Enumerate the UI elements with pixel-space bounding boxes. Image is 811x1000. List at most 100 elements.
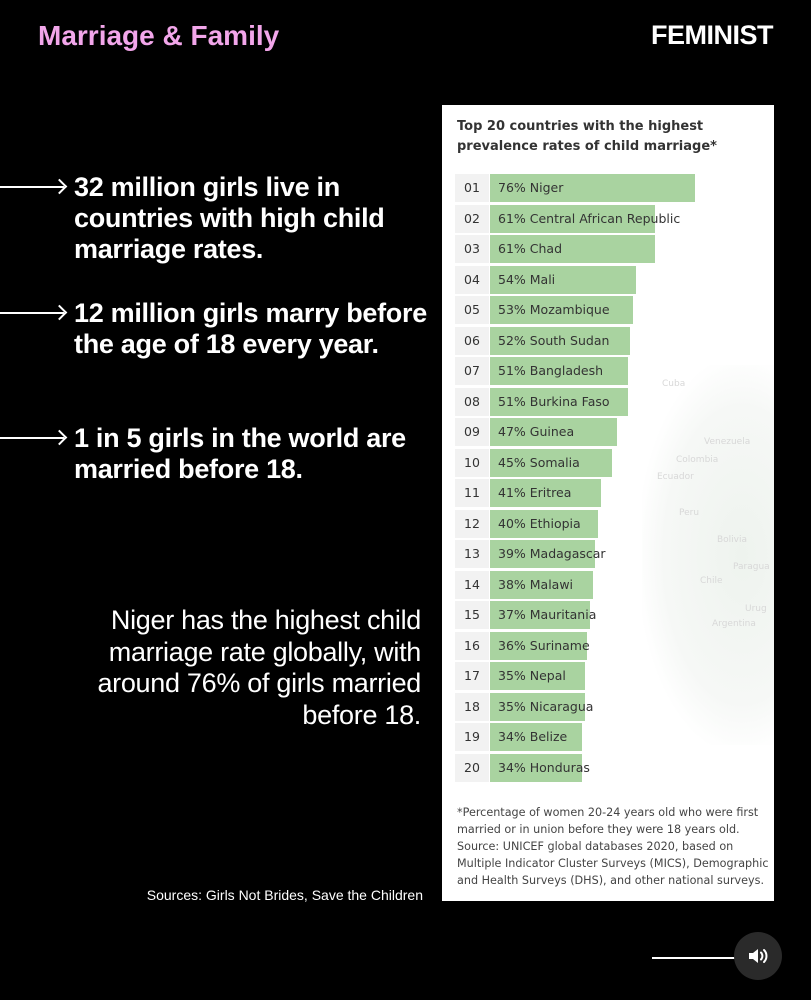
map-label: Ecuador: [657, 472, 694, 482]
bar-label: 45% Somalia: [498, 454, 580, 470]
rank-label: 06: [455, 326, 489, 355]
bar-label: 35% Nicaragua: [498, 698, 594, 714]
bar-row: 03 61% Chad: [455, 235, 774, 263]
bar-row: 04 54% Mali: [455, 265, 774, 294]
bar-row: 07 51% Bangladesh: [455, 357, 774, 385]
bar-row: 11 41% Eritrea: [455, 479, 774, 507]
arrow-right-icon: [0, 437, 64, 439]
rank-label: 01: [455, 174, 489, 202]
rank-label: 15: [455, 601, 489, 629]
bar: [490, 357, 628, 385]
rank-label: 19: [455, 723, 489, 751]
bar-row: 13 39% Madagascar: [455, 540, 774, 568]
rank-label: 16: [455, 631, 489, 660]
bar-label: 35% Nepal: [498, 668, 566, 683]
bar: [490, 540, 596, 568]
bar: [490, 692, 585, 721]
bar-row: 10 45% Somalia: [455, 448, 774, 477]
rank-label: 12: [455, 509, 489, 538]
bar: [490, 723, 582, 751]
rank-label: 11: [455, 479, 489, 507]
rank-label: 14: [455, 570, 489, 599]
map-label: Urug: [745, 604, 767, 614]
bar: [490, 296, 634, 324]
bar-label: 61% Chad: [498, 241, 563, 256]
arrow-right-icon: [0, 312, 64, 314]
map-label: Colombia: [676, 455, 719, 465]
bar: [490, 753, 582, 782]
rank-label: 08: [455, 387, 489, 416]
bar: [490, 631, 588, 660]
niger-paragraph: Niger has the highest child marriage rat…: [97, 605, 421, 730]
bar-label: 51% Burkina Faso: [498, 393, 610, 409]
bar-row: 19 34% Belize: [455, 723, 774, 751]
rank-label: 17: [455, 662, 489, 690]
chart-footnote: *Percentage of women 20-24 years old who…: [457, 806, 769, 887]
map-label: Cuba: [662, 379, 686, 389]
chart-title: Top 20 countries with the highest preval…: [457, 119, 717, 154]
bar: [490, 174, 696, 202]
bar: [490, 204, 655, 233]
fact-text: 1 in 5 girls in the world are married be…: [74, 423, 406, 484]
bar: [490, 479, 601, 507]
map-label: Venezuela: [704, 437, 751, 447]
bar-row: 01 76% Niger: [455, 174, 774, 202]
bar-label: 47% Guinea: [498, 424, 575, 439]
bar: [490, 265, 636, 294]
bar-row: 12 40% Ethiopia: [455, 509, 774, 538]
bar-label: 38% Malawi: [498, 576, 574, 592]
speaker-icon: [749, 949, 768, 963]
bar-label: 40% Ethiopia: [498, 515, 581, 531]
section-title: Marriage & Family: [38, 20, 280, 51]
fact-text: 32 million girls live in countries with …: [74, 172, 385, 264]
bar-row: 20 34% Honduras: [455, 753, 774, 782]
rank-label: 18: [455, 692, 489, 721]
sound-button[interactable]: [734, 932, 782, 980]
rank-label: 07: [455, 357, 489, 385]
bar-row: 08 51% Burkina Faso: [455, 387, 774, 416]
rank-label: 02: [455, 204, 489, 233]
map-label: Chile: [700, 576, 723, 586]
bar: [490, 509, 598, 538]
map-background: [642, 365, 774, 745]
bar-label: 53% Mozambique: [498, 302, 610, 317]
brand-logo: FEMINIST: [651, 20, 774, 50]
bar-label: 36% Suriname: [498, 637, 590, 653]
rank-label: 03: [455, 235, 489, 263]
bar-row: 15 37% Mauritania: [455, 601, 774, 629]
bar: [490, 601, 590, 629]
rank-label: 20: [455, 753, 489, 782]
bar-row: 17 35% Nepal: [455, 662, 774, 690]
bar-row: 14 38% Malawi: [455, 570, 774, 599]
bar-row: 05 53% Mozambique: [455, 296, 774, 324]
fact-text: 12 million girls marry before the age of…: [74, 298, 427, 359]
chart-panel: Cuba Venezuela Colombia Ecuador Peru Bol…: [442, 105, 774, 901]
bar: [490, 387, 628, 416]
arrow-right-icon: [0, 186, 64, 188]
map-label: Bolivia: [717, 535, 748, 545]
bar: [490, 662, 585, 690]
rank-label: 13: [455, 540, 489, 568]
bar-label: 76% Niger: [498, 180, 564, 195]
rank-label: 10: [455, 448, 489, 477]
bar-label: 37% Mauritania: [498, 607, 597, 622]
bar-row: 09 47% Guinea: [455, 418, 774, 446]
bar-row: 16 36% Suriname: [455, 631, 774, 660]
bar-label: 52% South Sudan: [498, 332, 610, 348]
bar-label: 34% Honduras: [498, 759, 590, 775]
progress-line: [652, 957, 736, 959]
rank-label: 05: [455, 296, 489, 324]
bar-row: 06 52% South Sudan: [455, 326, 774, 355]
rank-label: 09: [455, 418, 489, 446]
bar-row: 18 35% Nicaragua: [455, 692, 774, 721]
bar: [490, 235, 655, 263]
bar-label: 34% Belize: [498, 729, 568, 744]
map-label: Argentina: [712, 619, 756, 629]
rank-label: 04: [455, 265, 489, 294]
map-label: Peru: [679, 508, 700, 518]
bar-label: 61% Central African Republic: [498, 210, 681, 226]
bar: [490, 418, 617, 446]
map-label: Paragua: [733, 562, 770, 572]
bar: [490, 448, 612, 477]
bar-row: 02 61% Central African Republic: [455, 204, 774, 233]
